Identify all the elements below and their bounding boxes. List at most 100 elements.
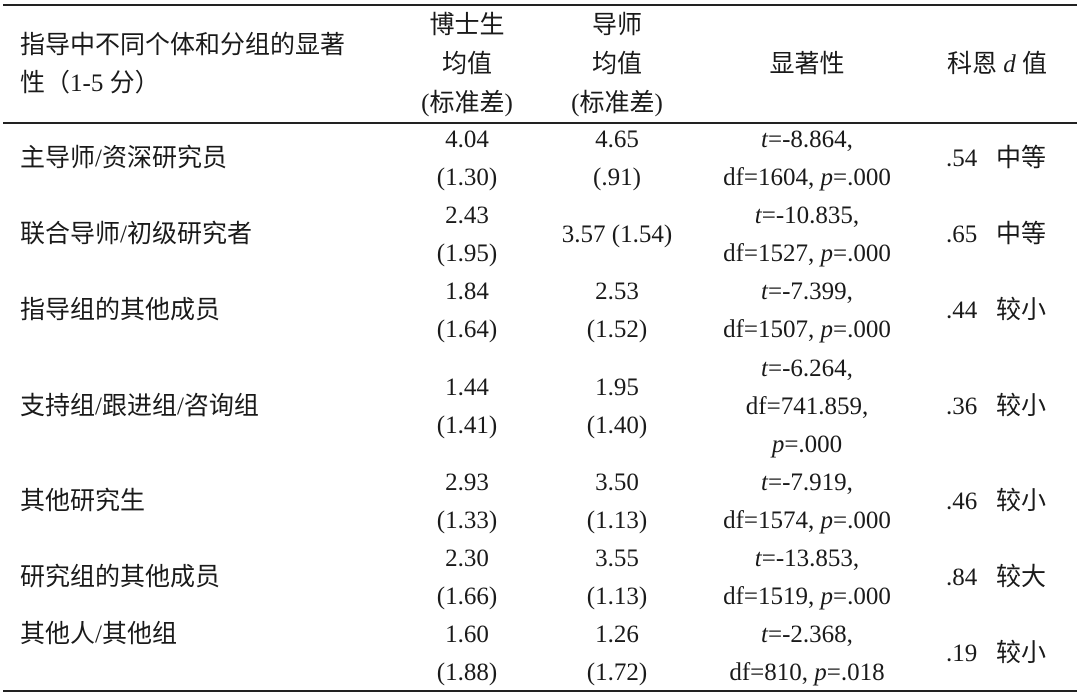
effect-size-label: 较小 <box>996 297 1047 324</box>
supervisor-mean: 2.53 <box>595 278 639 305</box>
header-phd-line2: 均值 <box>441 51 493 78</box>
header-phd-line3: (标准差) <box>421 90 513 117</box>
phd-mean: 2.30 <box>445 545 489 572</box>
phd-sd: (1.88) <box>436 659 498 686</box>
row-label: 支持组/跟进组/咨询组 <box>20 393 259 420</box>
df-value: df=810, <box>729 659 815 686</box>
header-cohen-d: 科恩 d 值 <box>947 45 1047 84</box>
header-cohen-d-suffix: 值 <box>1015 51 1048 78</box>
df-value: df=1507, <box>723 316 821 343</box>
cohen-d-value: .54 <box>946 145 978 172</box>
header-phd-line1: 博士生 <box>429 12 505 39</box>
effect-size-label: 较大 <box>996 564 1047 591</box>
phd-sd: (1.30) <box>436 164 498 191</box>
supervisor-mean: 3.55 <box>595 545 639 572</box>
p-symbol: p <box>820 316 834 343</box>
t-value: =-7.919, <box>768 469 853 496</box>
row-label: 其他人/其他组 <box>20 621 177 648</box>
row-label: 指导组的其他成员 <box>20 297 221 324</box>
supervisor-mean: 4.65 <box>595 126 639 153</box>
t-symbol: t <box>754 202 762 229</box>
phd-sd: (1.64) <box>436 316 498 343</box>
phd-mean: 4.04 <box>445 126 489 153</box>
supervisor-sd: (1.13) <box>586 583 648 610</box>
df-value: df=1604, <box>723 164 821 191</box>
phd-sd: (1.33) <box>436 507 498 534</box>
phd-sd: (1.66) <box>436 583 498 610</box>
t-value: =-7.399, <box>768 278 853 305</box>
p-value: =.000 <box>833 316 891 343</box>
phd-mean: 2.43 <box>445 202 489 229</box>
df-value: df=741.859, <box>745 393 869 420</box>
t-statistic: t=-13.853, <box>755 540 859 578</box>
row-label: 研究组的其他成员 <box>20 564 221 591</box>
t-value: =-2.368, <box>768 621 853 648</box>
p-symbol: p <box>820 583 834 610</box>
p-value: =.000 <box>833 507 891 534</box>
supervisor-sd: (.91) <box>593 164 641 191</box>
t-value: =-13.853, <box>761 545 860 572</box>
header-cohen-d-prefix: 科恩 <box>946 51 1004 78</box>
cohen-d-value: .46 <box>946 488 978 515</box>
t-symbol: t <box>761 278 769 305</box>
phd-sd: (1.41) <box>436 412 498 439</box>
cohen-d-value: .65 <box>946 221 978 248</box>
df-and-p: df=1527, p=.000 <box>723 235 891 273</box>
t-symbol: t <box>761 621 769 648</box>
p-symbol: p <box>771 431 785 458</box>
row-label: 其他研究生 <box>20 488 146 515</box>
header-supervisor-line2: 均值 <box>591 51 643 78</box>
supervisor-sd: (1.72) <box>586 659 648 686</box>
t-statistic: t=-6.264, <box>761 350 853 388</box>
df-and-p: df=810, p=.018 <box>729 654 884 692</box>
effect-size-label: 中等 <box>996 221 1047 248</box>
header-supervisor-line3: (标准差) <box>571 90 663 117</box>
p-value: =.000 <box>833 240 891 267</box>
cohen-d-value: .84 <box>946 564 978 591</box>
t-value: =-10.835, <box>761 202 860 229</box>
t-symbol: t <box>754 545 762 572</box>
df-value: df=1519, <box>723 583 821 610</box>
supervisor-mean: 3.50 <box>595 469 639 496</box>
t-statistic: t=-7.399, <box>761 273 853 311</box>
phd-mean: 1.44 <box>445 374 489 401</box>
p-symbol: p <box>820 240 834 267</box>
t-statistic: t=-10.835, <box>755 197 859 235</box>
df-and-p: df=1519, p=.000 <box>723 578 891 616</box>
t-statistic: t=-8.864, <box>761 121 853 159</box>
df-and-p: df=1574, p=.000 <box>723 502 891 540</box>
p-symbol: p <box>820 164 834 191</box>
t-value: =-8.864, <box>768 126 853 153</box>
df-and-p: df=1507, p=.000 <box>723 311 891 349</box>
cohen-d-value: .19 <box>946 640 978 667</box>
df-value: df=1574, <box>723 507 821 534</box>
t-symbol: t <box>761 355 769 382</box>
df-and-p: df=1604, p=.000 <box>723 159 891 197</box>
table-top-rule <box>3 4 1077 6</box>
cohen-d-value: .36 <box>946 393 978 420</box>
table-header-rule <box>3 122 1077 124</box>
supervisor-mean: 1.26 <box>595 621 639 648</box>
supervisor-sd: (1.52) <box>586 316 648 343</box>
t-statistic: t=-7.919, <box>761 464 853 502</box>
phd-mean: 1.84 <box>445 278 489 305</box>
header-label-line2: 性（1-5 分） <box>20 70 160 97</box>
p-symbol: p <box>814 659 827 686</box>
table-bottom-rule <box>3 690 1077 692</box>
p-value: =.000 <box>784 431 843 458</box>
t-symbol: t <box>761 469 769 496</box>
supervisor-mean: 1.95 <box>595 374 639 401</box>
phd-mean: 1.60 <box>445 621 489 648</box>
header-significance: 显著性 <box>769 51 845 78</box>
supervisor-sd: (1.40) <box>586 412 648 439</box>
phd-mean: 2.93 <box>445 469 489 496</box>
cohen-d-value: .44 <box>946 297 978 324</box>
effect-size-label: 较小 <box>996 488 1047 515</box>
t-symbol: t <box>761 126 769 153</box>
phd-sd: (1.95) <box>436 240 498 267</box>
p-value: =.018 <box>826 659 885 686</box>
effect-size-label: 较小 <box>996 393 1047 420</box>
header-label-line1: 指导中不同个体和分组的显著 <box>20 32 346 59</box>
p-symbol: p <box>820 507 834 534</box>
effect-size-label: 中等 <box>996 145 1047 172</box>
